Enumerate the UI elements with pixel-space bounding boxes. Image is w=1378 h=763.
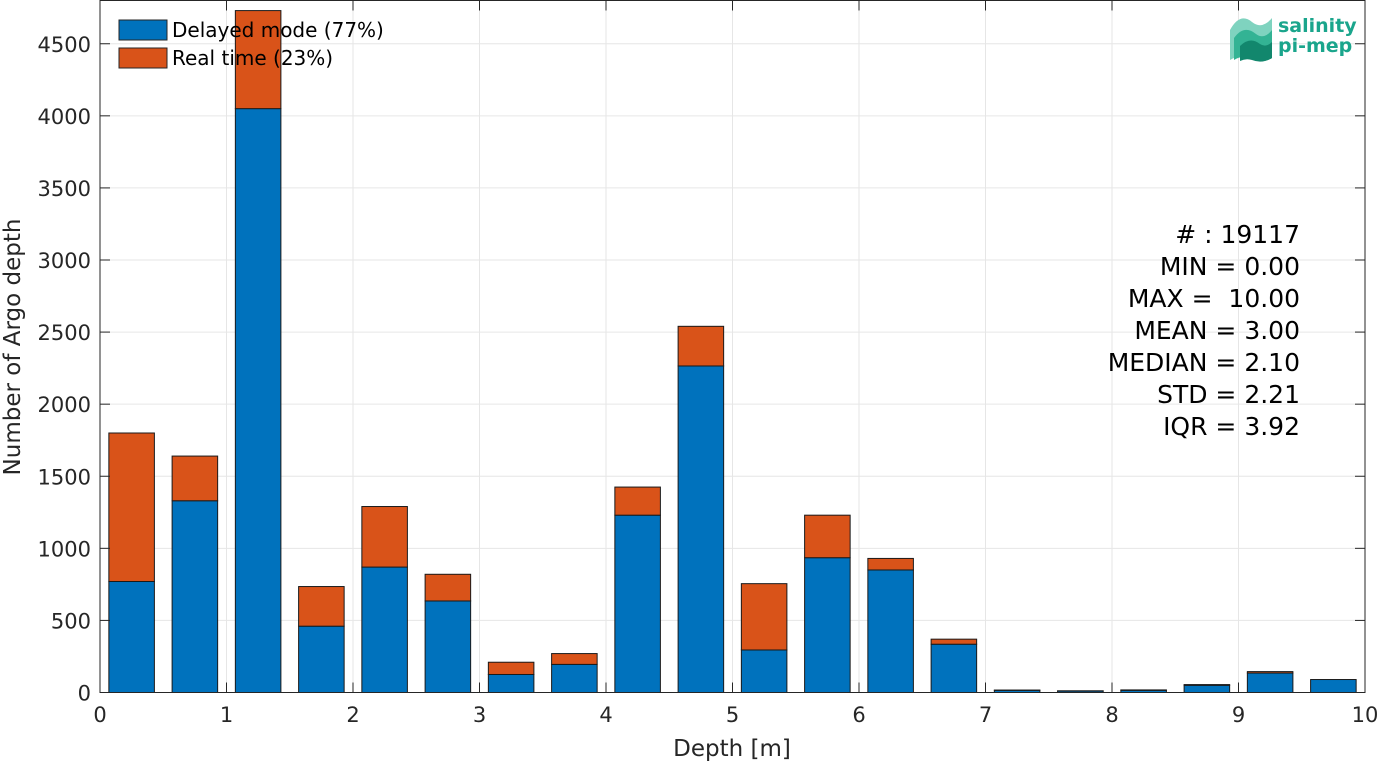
bar-real-time xyxy=(298,586,345,627)
grid-lines xyxy=(100,0,1365,693)
bar-real-time xyxy=(234,10,282,110)
bar-delayed-mode xyxy=(551,663,598,694)
y-tick-label: 1000 xyxy=(38,537,91,561)
logo-text-pimep: pi-mep xyxy=(1278,35,1352,57)
logo-waves-icon xyxy=(1230,18,1272,62)
legend-swatch-delayed xyxy=(118,19,168,41)
stat-median: MEDIAN = 2.10 xyxy=(1108,348,1300,377)
legend: Delayed mode (77%) Real time (23%) xyxy=(118,18,384,70)
y-tick-label: 3500 xyxy=(38,177,91,201)
bar-delayed-mode xyxy=(740,649,788,693)
bar-delayed-mode xyxy=(361,566,408,694)
bar-real-time xyxy=(108,432,155,582)
stat-count: # : 19117 xyxy=(1175,220,1300,249)
bar-delayed-mode xyxy=(171,500,219,693)
bar-delayed-mode xyxy=(424,600,472,693)
bar-real-time xyxy=(424,573,472,602)
bar-delayed-mode xyxy=(867,569,914,693)
bar-real-time xyxy=(804,514,851,559)
x-tick-label: 1 xyxy=(220,703,233,727)
x-tick-label: 4 xyxy=(599,703,612,727)
stat-min: MIN = 0.00 xyxy=(1160,252,1300,281)
bar-real-time xyxy=(361,506,408,568)
x-tick-label: 5 xyxy=(726,703,739,727)
y-tick-label: 0 xyxy=(78,682,91,706)
bar-delayed-mode xyxy=(1246,672,1294,693)
x-tick-label: 2 xyxy=(346,703,359,727)
legend-swatch-realtime xyxy=(118,47,168,69)
y-tick-labels: 0 500 1000 1500 2000 2500 3000 3500 4000 4500 xyxy=(38,33,91,706)
y-tick-label: 2000 xyxy=(38,393,91,417)
x-tick-label: 10 xyxy=(1352,703,1378,727)
bar-delayed-mode xyxy=(614,514,661,693)
salinity-pimep-logo: salinity pi-mep xyxy=(1230,15,1357,62)
bars xyxy=(108,10,1357,694)
y-tick-label: 3000 xyxy=(38,249,91,273)
stat-max: MAX = 10.00 xyxy=(1128,284,1300,313)
bar-real-time xyxy=(171,455,219,502)
bar-delayed-mode xyxy=(804,557,851,693)
bar-real-time xyxy=(677,325,725,367)
bar-delayed-mode xyxy=(930,643,978,693)
bar-delayed-mode xyxy=(487,673,535,694)
y-tick-label: 1500 xyxy=(38,465,91,489)
statistics-box: # : 19117 MIN = 0.00 MAX = 10.00 MEAN = … xyxy=(1108,220,1300,441)
x-axis-label: Depth [m] xyxy=(673,736,791,762)
x-tick-label: 3 xyxy=(473,703,486,727)
bar-real-time xyxy=(930,638,978,645)
y-tick-label: 4500 xyxy=(38,33,91,57)
x-tick-label: 0 xyxy=(93,703,106,727)
bar-real-time xyxy=(740,583,788,651)
logo-text-salinity: salinity xyxy=(1278,15,1357,37)
bar-real-time xyxy=(614,486,661,516)
stat-std: STD = 2.21 xyxy=(1157,380,1300,409)
x-tick-label: 6 xyxy=(852,703,865,727)
x-tick-label: 7 xyxy=(979,703,992,727)
bar-delayed-mode xyxy=(677,365,725,693)
bar-delayed-mode xyxy=(1183,684,1231,694)
legend-label-delayed: Delayed mode (77%) xyxy=(172,18,384,42)
bar-real-time xyxy=(1183,684,1231,686)
axis-ticks xyxy=(99,0,1366,693)
bar-real-time xyxy=(487,661,535,675)
bar-real-time xyxy=(867,557,914,571)
stat-iqr: IQR = 3.92 xyxy=(1163,412,1300,441)
x-tick-label: 8 xyxy=(1105,703,1118,727)
x-tick-label: 9 xyxy=(1232,703,1245,727)
bar-delayed-mode xyxy=(1310,679,1357,694)
y-axis-label: Number of Argo depth xyxy=(0,219,26,476)
y-tick-label: 4000 xyxy=(38,105,91,129)
y-tick-label: 500 xyxy=(51,609,91,633)
bar-delayed-mode xyxy=(298,625,345,694)
y-tick-label: 2500 xyxy=(38,321,91,345)
legend-label-realtime: Real time (23%) xyxy=(172,46,333,70)
bar-delayed-mode xyxy=(108,580,155,693)
bar-real-time xyxy=(551,653,598,665)
bar-delayed-mode xyxy=(234,108,282,693)
stat-mean: MEAN = 3.00 xyxy=(1134,316,1300,345)
bar-real-time xyxy=(1246,671,1294,674)
x-tick-labels: 0 1 2 3 4 5 6 7 8 9 10 xyxy=(93,703,1378,727)
